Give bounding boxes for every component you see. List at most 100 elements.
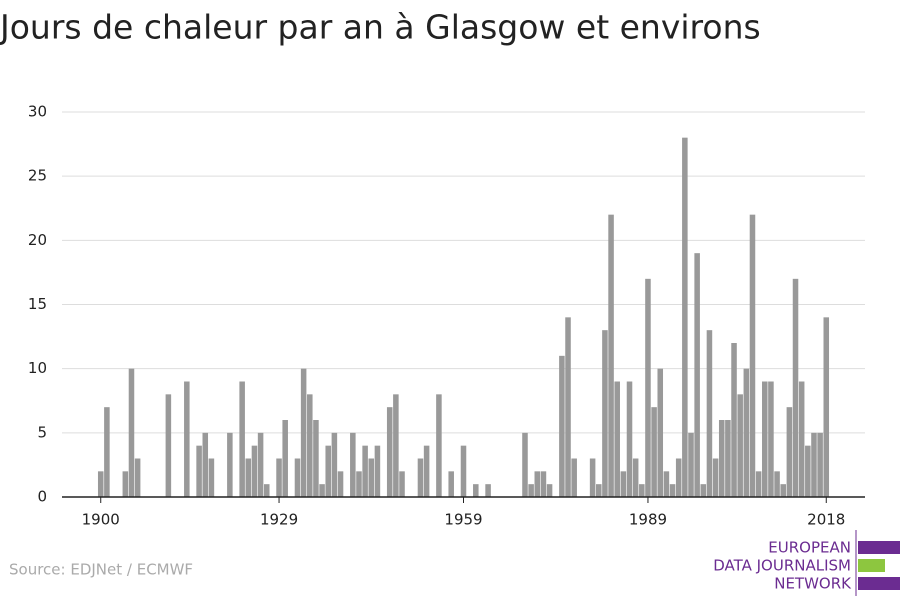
bar xyxy=(675,458,682,497)
bar xyxy=(626,381,633,497)
bar xyxy=(362,445,368,497)
bar xyxy=(688,432,694,497)
bar xyxy=(356,471,362,497)
y-tick-label: 25 xyxy=(28,167,47,185)
bar xyxy=(282,420,288,497)
bar xyxy=(694,253,700,497)
bar xyxy=(786,407,793,497)
bar xyxy=(417,458,424,497)
bar xyxy=(571,458,577,497)
bar xyxy=(632,458,639,497)
bar xyxy=(755,471,762,497)
bar xyxy=(319,484,325,497)
bar xyxy=(565,317,571,497)
bar xyxy=(596,484,602,497)
bar xyxy=(762,381,768,497)
bar xyxy=(706,330,713,497)
bar xyxy=(473,484,479,497)
bar xyxy=(134,458,141,497)
logo-text: EUROPEAN xyxy=(768,539,851,557)
bar xyxy=(645,278,651,497)
bar xyxy=(651,407,657,497)
bar xyxy=(331,432,338,497)
x-tick-label: 2018 xyxy=(807,511,845,529)
bar xyxy=(251,445,258,497)
bar xyxy=(620,471,627,497)
bar xyxy=(639,484,645,497)
bar xyxy=(202,432,209,497)
bar xyxy=(737,394,743,497)
bar xyxy=(817,432,823,497)
bar xyxy=(350,432,356,497)
bar xyxy=(589,458,596,497)
bar xyxy=(128,368,135,497)
y-tick-label: 10 xyxy=(28,359,47,377)
y-tick-label: 30 xyxy=(28,103,47,121)
bar xyxy=(184,381,190,497)
bar xyxy=(276,458,282,497)
bar xyxy=(263,484,270,497)
y-tick-label: 5 xyxy=(37,423,47,441)
bar xyxy=(669,484,676,497)
bar xyxy=(399,471,405,497)
bar xyxy=(307,394,313,497)
bar xyxy=(811,432,817,497)
bar xyxy=(485,484,491,497)
bar xyxy=(227,432,233,497)
x-tick-label: 1900 xyxy=(82,511,120,529)
x-tick-label: 1959 xyxy=(444,511,482,529)
bar xyxy=(208,458,215,497)
bar xyxy=(423,445,430,497)
bar xyxy=(165,394,172,497)
y-tick-label: 15 xyxy=(28,295,47,313)
bar xyxy=(522,432,528,497)
bar xyxy=(239,381,245,497)
bar xyxy=(546,484,553,497)
bar xyxy=(608,214,614,497)
bar xyxy=(559,355,565,497)
bar xyxy=(657,368,664,497)
bar xyxy=(534,471,541,497)
x-tick-label: 1989 xyxy=(629,511,667,529)
bar xyxy=(602,330,608,497)
bar xyxy=(780,484,786,497)
bar xyxy=(731,343,737,497)
bar xyxy=(774,471,780,497)
logo-bar xyxy=(858,577,900,590)
bar xyxy=(663,471,670,497)
y-tick-label: 0 xyxy=(37,488,47,506)
logo-text: NETWORK xyxy=(774,575,852,593)
bar xyxy=(768,381,774,497)
bar xyxy=(805,445,811,497)
bar xyxy=(682,137,688,497)
bar xyxy=(368,458,375,497)
bar xyxy=(823,317,830,497)
bar xyxy=(749,214,756,497)
bar xyxy=(460,445,467,497)
logo-bar xyxy=(858,559,885,572)
bar xyxy=(245,458,252,497)
bar xyxy=(294,458,301,497)
bar xyxy=(97,471,104,497)
bar xyxy=(712,458,719,497)
bar xyxy=(798,381,805,497)
y-tick-label: 20 xyxy=(28,231,47,249)
logo-bar xyxy=(858,541,900,554)
bar xyxy=(196,445,202,497)
bar xyxy=(104,407,110,497)
bar xyxy=(528,484,534,497)
bar xyxy=(257,432,264,497)
bar xyxy=(448,471,454,497)
bar xyxy=(325,445,331,497)
chart-title: Jours de chaleur par an à Glasgow et env… xyxy=(0,8,761,47)
bar xyxy=(700,484,707,497)
bar xyxy=(337,471,344,497)
source: Source: EDJNet / ECMWF xyxy=(9,561,193,579)
bar xyxy=(614,381,620,497)
bar xyxy=(540,471,547,497)
bar xyxy=(436,394,442,497)
bar xyxy=(393,394,399,497)
logo-text: DATA JOURNALISM xyxy=(713,557,851,575)
bar xyxy=(718,420,725,497)
